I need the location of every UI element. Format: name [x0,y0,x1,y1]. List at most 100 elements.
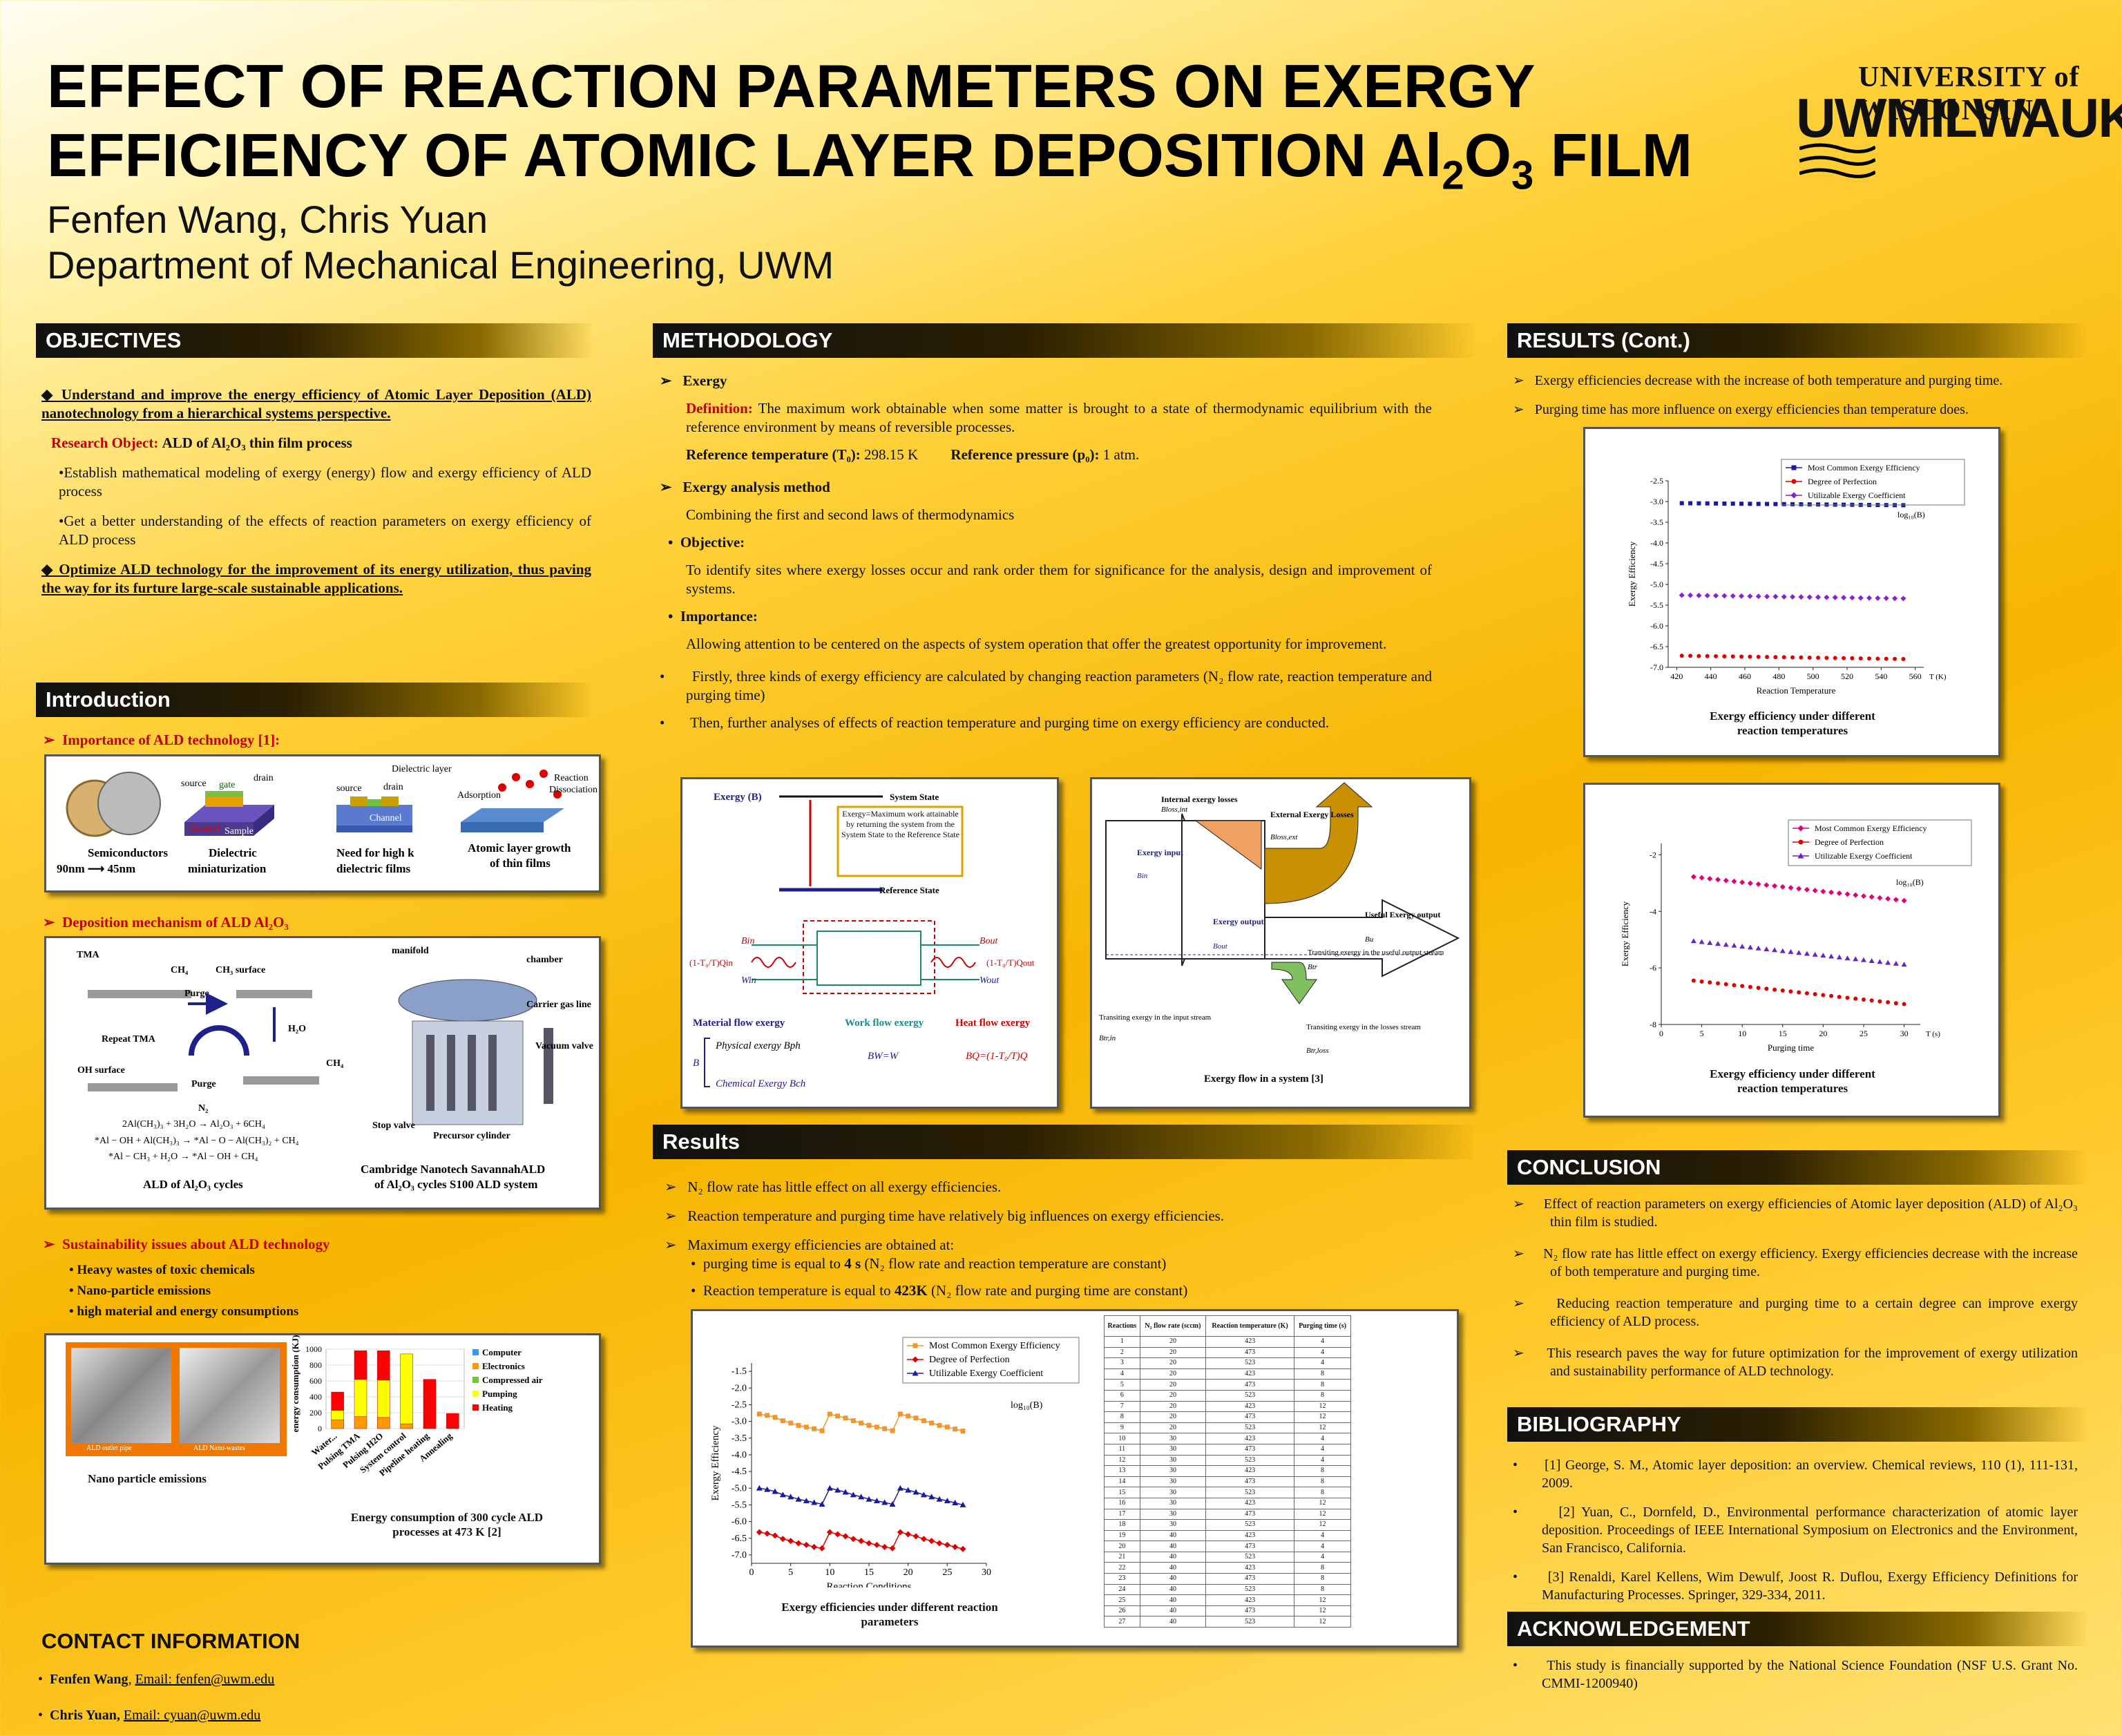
svg-text:Stop valve: Stop valve [372,1120,415,1131]
data-point [772,1415,778,1420]
results-figure: -1.5 -2.0 -2.5 -3.0 -3.5 -4.0 -4.5 -5.0 -5.5 -6.0… [691,1309,1459,1648]
table-cell: 40 [1139,1529,1207,1542]
methodology-header: METHODOLOGY [653,323,1475,358]
legend-label: Degree of Perfection [929,1355,1010,1365]
contact-fenfen: • Fenfen Wang, Email: fenfen@uwm.edu [38,1672,275,1687]
svg-text:Atomic layer growth: Atomic layer growth [468,841,571,855]
tick-label: -1.5 [732,1366,747,1377]
data-point [1901,962,1907,967]
data-point [874,1424,879,1430]
objective-heading: • Objective: [668,534,745,551]
table-cell: 8 [1294,1368,1351,1380]
data-point [1688,501,1693,506]
svg-text:Bin: Bin [741,936,754,946]
table-row: 13 30 423 8 [1104,1465,1351,1477]
data-point [1699,979,1704,984]
logo-wave-icon [1799,143,1875,178]
svg-text:CH₃ surface: CH₃ surface [216,965,265,975]
table-row: 17 30 473 12 [1104,1508,1351,1520]
data-point [1772,883,1778,889]
table-cell: 13 [1104,1465,1140,1477]
tick-label: 0 [1659,1029,1663,1038]
legend-label: Utilizable Exergy Coefficient [929,1368,1043,1379]
data-point [1739,593,1745,599]
data-point [1739,502,1744,506]
results-cont-2: ➢ Purging time has more influence on exe… [1513,402,1969,417]
data-point [1841,595,1847,601]
table-cell: 25 [1104,1594,1140,1606]
bibliography-item: • [1] George, S. M., Atomic layer deposi… [1513,1458,2078,1491]
data-point [1902,1002,1906,1007]
table-cell: 473 [1205,1476,1295,1488]
data-point [1828,953,1835,959]
data-point [912,1343,918,1348]
table-cell: 12 [1294,1422,1351,1434]
tick-label: -6.5 [1650,642,1663,651]
data-point [1832,594,1838,600]
data-point [1690,938,1696,944]
table-cell: 12 [1294,1508,1351,1520]
purging-figure: -2 -4 -6 -8 0 5 10 15 20 25 30 T (s) Purging time Exe… [1583,783,2000,1118]
university-logo-top: UNIVERSITY of WISCONSIN [1858,61,2080,126]
importance-text: Allowing attention to be centered on the… [686,636,1387,652]
table-cell: 12 [1294,1497,1351,1509]
legend-label: Utilizable Exergy Coefficient [1808,490,1906,500]
y-axis-label: energy consumption (KJ) [290,1335,300,1432]
svg-text:source: source [336,783,362,794]
table-cell: 423 [1205,1336,1295,1348]
table-cell: 27 [1104,1616,1140,1628]
table-cell: 9 [1104,1422,1140,1434]
data-point [920,1491,927,1498]
tick-label: 5 [788,1567,793,1578]
data-point [1807,502,1812,507]
bar-segment [354,1351,367,1380]
data-point [1716,981,1721,986]
data-point [1779,948,1786,953]
table-cell: 523 [1205,1583,1295,1596]
temperature-chart-caption: Exergy efficiency under different reactio… [1710,709,1875,737]
tick-label: 440 [1705,671,1717,681]
tick-label: -2 [1650,850,1656,859]
objective-point-1: ◆ Understand and improve the energy effi… [41,386,591,421]
results-header: Results [653,1125,1475,1159]
table-cell: 473 [1205,1346,1295,1359]
table-row: 5 20 473 8 [1104,1379,1351,1391]
svg-text:Bout: Bout [979,936,999,946]
x-unit-label: T (K) [1929,673,1947,681]
purging-efficiency-chart: -2 -4 -6 -80 5 10 15 20 25 30 T (s) Purging time Exe… [1620,819,1972,1053]
analysis-method-heading: ➢ Exergy analysis method [660,479,830,495]
table-cell: 12 [1294,1616,1351,1628]
ald-mechanism-figure: TMA CH₄ CH₃ surface Purge H₂O Repeat TMA… [44,936,601,1210]
data-point [1763,946,1770,951]
table-cell: 8 [1294,1583,1351,1596]
tick-label: -5.5 [732,1500,747,1510]
data-point [1799,502,1804,507]
svg-text:B: B [693,1058,699,1069]
data-point [912,1356,919,1363]
table-cell: 423 [1205,1529,1295,1542]
bar-segment [377,1351,390,1381]
tick-label: -6.0 [1650,621,1663,631]
wafer-icon-2 [97,772,161,835]
reaction-conditions-table: Reactions N₂ flow rate (sccm) Reaction tem… [1104,1315,1351,1628]
method-bullet-1: • Firstly, three kinds of exergy efficie… [660,668,1432,703]
table-cell: 8 [1294,1465,1351,1477]
table-cell: 4 [1294,1357,1351,1369]
data-point [890,1428,895,1433]
table-cell: 18 [1104,1519,1140,1531]
data-point [912,1489,919,1495]
tick-label: 520 [1841,671,1853,681]
acknowledgement-header: ACKNOWLEDGEMENT [1507,1612,2086,1646]
contact-email-fenfen[interactable]: Email: fenfen@uwm.edu [135,1672,275,1687]
contact-email-chris[interactable]: Email: cyuan@uwm.edu [123,1708,261,1723]
tick-label: -4 [1650,906,1656,916]
svg-text:Channel: Channel [188,823,220,834]
svg-text:ALD of Al₂O₃ cycles: ALD of Al₂O₃ cycles [143,1178,243,1191]
table-cell: 523 [1205,1389,1295,1402]
data-point [859,1420,864,1426]
y-note: log₁₀(B) [1896,877,1924,887]
data-point [1788,989,1793,994]
svg-text:Transiting exergy in the input: Transiting exergy in the input stream [1099,1013,1212,1022]
data-point [1747,880,1753,886]
tick-label: -5.5 [1650,600,1663,610]
